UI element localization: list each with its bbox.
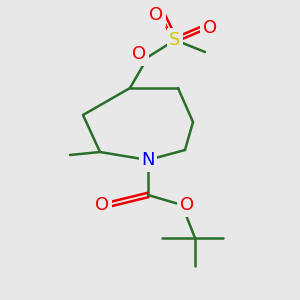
- Text: O: O: [149, 6, 163, 24]
- Text: O: O: [180, 196, 194, 214]
- Text: S: S: [169, 31, 181, 49]
- Text: O: O: [132, 45, 146, 63]
- Text: O: O: [203, 19, 217, 37]
- Text: O: O: [95, 196, 109, 214]
- Text: N: N: [141, 151, 155, 169]
